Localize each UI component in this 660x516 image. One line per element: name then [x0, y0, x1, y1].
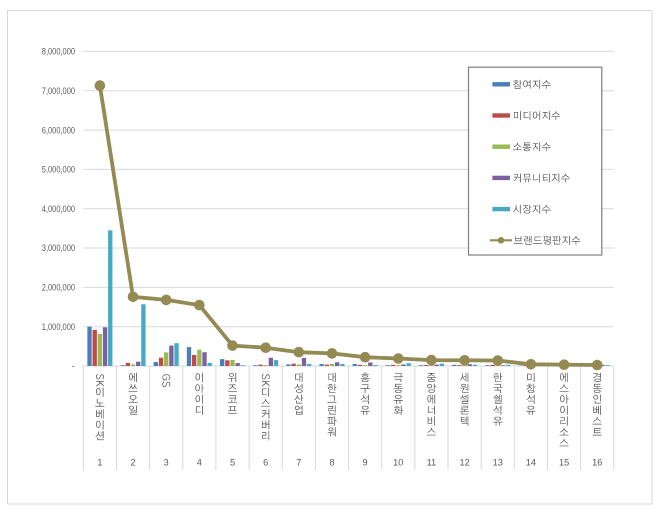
svg-text:5: 5	[230, 457, 235, 467]
svg-text:1,000,000: 1,000,000	[42, 322, 75, 332]
svg-text:-: -	[72, 361, 75, 371]
svg-text:2: 2	[130, 457, 135, 467]
svg-text:10: 10	[393, 457, 403, 467]
svg-text:11: 11	[427, 457, 437, 467]
svg-text:4,000,000: 4,000,000	[42, 204, 75, 214]
svg-text:5,000,000: 5,000,000	[42, 165, 75, 175]
svg-text:8: 8	[329, 457, 334, 467]
svg-text:3: 3	[164, 457, 169, 467]
svg-text:12: 12	[459, 457, 469, 467]
svg-text:6,000,000: 6,000,000	[42, 125, 75, 135]
svg-text:6: 6	[263, 457, 268, 467]
svg-text:9: 9	[363, 457, 368, 467]
svg-text:8,000,000: 8,000,000	[42, 47, 75, 57]
svg-text:4: 4	[197, 457, 202, 467]
svg-text:3,000,000: 3,000,000	[42, 243, 75, 253]
svg-text:1: 1	[97, 457, 102, 467]
svg-text:15: 15	[559, 457, 569, 467]
svg-text:7: 7	[296, 457, 301, 467]
svg-text:13: 13	[493, 457, 503, 467]
svg-text:16: 16	[592, 457, 602, 467]
svg-text:14: 14	[526, 457, 536, 467]
svg-text:7,000,000: 7,000,000	[42, 86, 75, 96]
svg-text:2,000,000: 2,000,000	[42, 283, 75, 293]
